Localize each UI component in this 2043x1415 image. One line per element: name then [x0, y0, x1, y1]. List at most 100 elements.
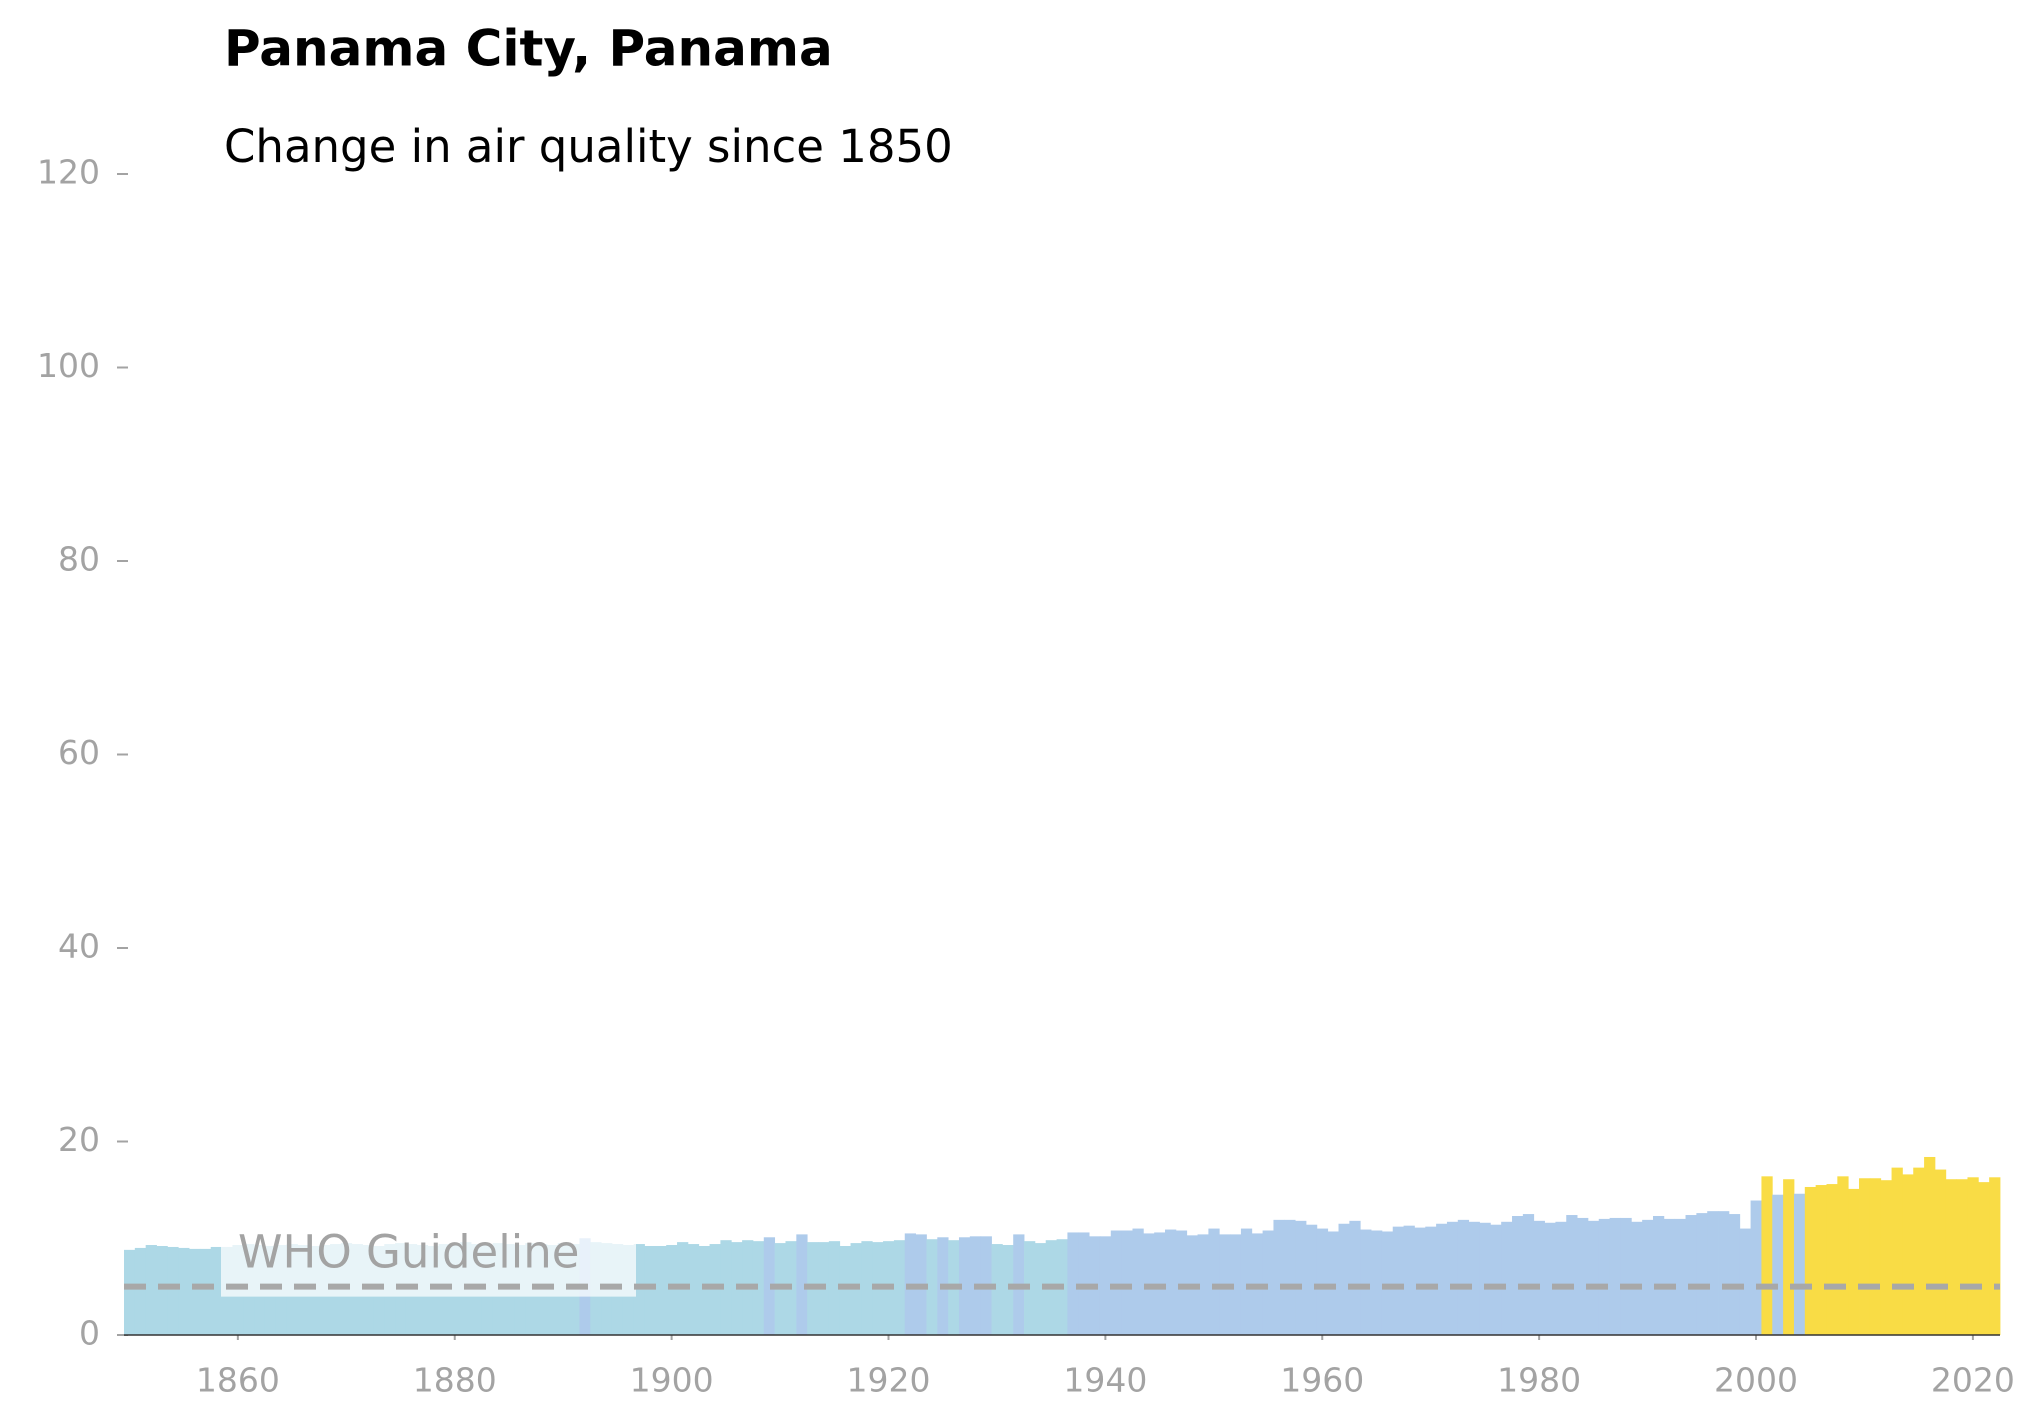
- bar: [1175, 1230, 1188, 1335]
- y-tick-label: 40: [58, 927, 100, 966]
- bar: [1533, 1220, 1545, 1335]
- bar: [1034, 1243, 1047, 1335]
- bar: [1956, 1179, 1968, 1335]
- bar: [1761, 1176, 1773, 1335]
- bar: [1501, 1221, 1513, 1335]
- bar: [1457, 1219, 1470, 1335]
- bar: [1826, 1184, 1838, 1335]
- bar: [1392, 1226, 1404, 1335]
- bar: [1642, 1219, 1654, 1335]
- x-tick-label: 2000: [1714, 1361, 1798, 1400]
- chart-subtitle: Change in air quality since 1850: [224, 120, 953, 173]
- bar: [1403, 1225, 1415, 1335]
- bar: [1750, 1200, 1762, 1335]
- bar: [926, 1239, 938, 1335]
- bar: [1598, 1218, 1611, 1335]
- bar: [1512, 1215, 1524, 1335]
- bar: [828, 1241, 841, 1335]
- x-tick-label: 1860: [196, 1361, 280, 1400]
- bar: [1891, 1167, 1903, 1335]
- bar: [1490, 1224, 1502, 1335]
- bar: [1663, 1218, 1676, 1335]
- bar: [1685, 1215, 1697, 1335]
- bar: [666, 1245, 678, 1335]
- bar: [1869, 1178, 1882, 1335]
- bar: [1305, 1224, 1318, 1335]
- bar: [1284, 1219, 1296, 1335]
- bar: [861, 1241, 873, 1335]
- bar: [1652, 1215, 1665, 1335]
- bar: [1002, 1245, 1014, 1335]
- bar: [644, 1245, 656, 1335]
- bar: [199, 1248, 212, 1335]
- bar: [1132, 1228, 1144, 1335]
- bar: [1273, 1219, 1285, 1335]
- bar: [1707, 1211, 1719, 1335]
- bar: [1880, 1180, 1892, 1335]
- bar: [124, 1249, 136, 1335]
- bar: [1587, 1220, 1600, 1335]
- bar: [1262, 1230, 1274, 1335]
- bar: [1620, 1217, 1632, 1335]
- bar: [1837, 1176, 1849, 1335]
- bar: [1121, 1230, 1133, 1335]
- x-tick-label: 1940: [1063, 1361, 1147, 1400]
- bar: [796, 1234, 808, 1335]
- bar: [1859, 1178, 1871, 1335]
- y-tick-label: 120: [37, 153, 100, 192]
- bar: [1381, 1231, 1394, 1335]
- bar: [1446, 1221, 1459, 1335]
- bar: [1349, 1220, 1361, 1335]
- bar: [1696, 1213, 1708, 1335]
- bar: [1295, 1220, 1307, 1335]
- bar: [1718, 1211, 1730, 1335]
- bar: [687, 1244, 700, 1335]
- y-tick-label: 80: [58, 540, 100, 579]
- bar: [1989, 1177, 2001, 1335]
- bar: [1522, 1214, 1535, 1335]
- bar: [1783, 1179, 1795, 1335]
- bar: [1631, 1221, 1643, 1335]
- bar: [893, 1240, 906, 1335]
- bar: [1230, 1234, 1242, 1335]
- x-tick-label: 1900: [630, 1361, 714, 1400]
- x-tick-label: 1880: [413, 1361, 497, 1400]
- guideline-label: WHO Guideline: [238, 1226, 579, 1279]
- bar: [958, 1237, 971, 1335]
- bar: [752, 1241, 765, 1335]
- bar: [1848, 1188, 1860, 1335]
- bar: [167, 1246, 179, 1335]
- bar: [1924, 1156, 1936, 1335]
- bar: [1577, 1217, 1589, 1335]
- bar: [698, 1245, 710, 1335]
- bar: [1479, 1222, 1491, 1335]
- bar: [1913, 1167, 1925, 1335]
- y-tick-label: 20: [58, 1120, 100, 1159]
- bar: [1099, 1236, 1112, 1335]
- y-tick-label: 100: [37, 346, 100, 385]
- chart-title: Panama City, Panama: [224, 20, 833, 78]
- bar: [1739, 1228, 1751, 1335]
- bar: [1793, 1193, 1806, 1335]
- bar: [1609, 1217, 1621, 1335]
- x-tick-label: 1980: [1497, 1361, 1581, 1400]
- bar: [1934, 1169, 1947, 1335]
- bar: [1197, 1234, 1209, 1335]
- bar: [1327, 1231, 1339, 1335]
- bar: [1436, 1223, 1448, 1335]
- y-tick-label: 60: [58, 733, 100, 772]
- bar: [1555, 1221, 1567, 1335]
- bar: [1544, 1222, 1556, 1335]
- bar: [1371, 1230, 1383, 1335]
- x-tick-label: 1960: [1280, 1361, 1364, 1400]
- bar: [1815, 1185, 1827, 1335]
- bar: [189, 1248, 201, 1335]
- bar: [1165, 1229, 1177, 1335]
- bar: [1414, 1227, 1426, 1335]
- bar: [1067, 1232, 1079, 1335]
- bar: [1566, 1215, 1578, 1335]
- bar: [1425, 1226, 1437, 1335]
- bar: [1728, 1214, 1741, 1335]
- bar: [210, 1246, 222, 1335]
- x-tick-label: 1920: [847, 1361, 931, 1400]
